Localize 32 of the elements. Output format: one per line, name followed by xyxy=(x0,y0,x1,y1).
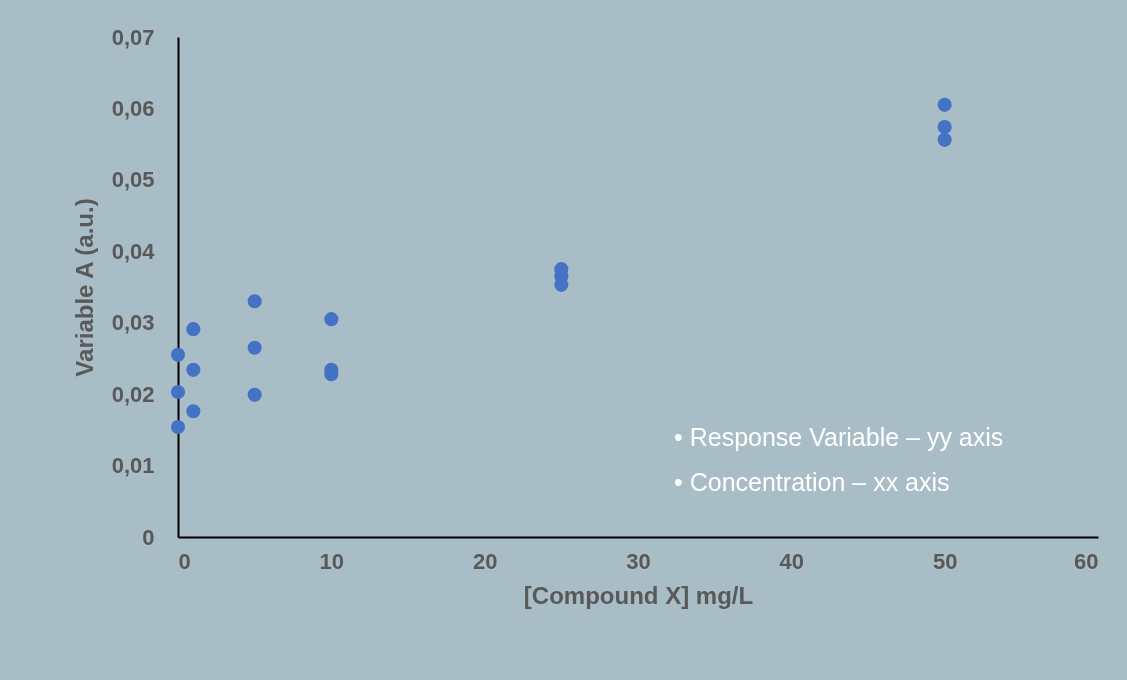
annotation: • Response Variable – yy axis xyxy=(674,423,1004,451)
point xyxy=(186,362,201,377)
point xyxy=(937,119,952,135)
point xyxy=(247,387,262,402)
x-tick-label: 20 xyxy=(472,548,498,574)
point xyxy=(186,404,201,419)
point xyxy=(937,132,952,147)
y-tick-label: 0,01 xyxy=(111,453,155,479)
point xyxy=(170,419,186,435)
point xyxy=(170,347,186,362)
x-tick-label: 50 xyxy=(932,548,958,574)
y-tick-label: 0 xyxy=(142,524,155,550)
x-tick-label: 40 xyxy=(779,548,805,574)
x-tick-label: 30 xyxy=(626,548,651,574)
y-tick-label: 0,04 xyxy=(111,238,156,264)
x-axis-title: [Compound X] mg/L xyxy=(523,581,754,609)
y-axis-title: Variable A (a.u.) xyxy=(70,198,98,377)
x-tick-label: 60 xyxy=(1074,548,1099,574)
y-tick-label: 0,05 xyxy=(111,167,155,193)
point xyxy=(247,340,262,355)
x-tick-label: 0 xyxy=(178,548,191,574)
point xyxy=(170,384,186,400)
y-tick-label: 0,06 xyxy=(111,95,155,121)
y-tick-label: 0,02 xyxy=(111,381,155,407)
point xyxy=(324,312,339,327)
point xyxy=(186,322,201,337)
annotation: • Concentration – xx axis xyxy=(674,468,950,496)
y-tick-label: 0,03 xyxy=(111,310,155,336)
x-tick-label: 10 xyxy=(319,548,345,574)
point xyxy=(247,294,262,309)
point xyxy=(937,97,952,112)
y-tick-label: 0,07 xyxy=(111,24,155,50)
